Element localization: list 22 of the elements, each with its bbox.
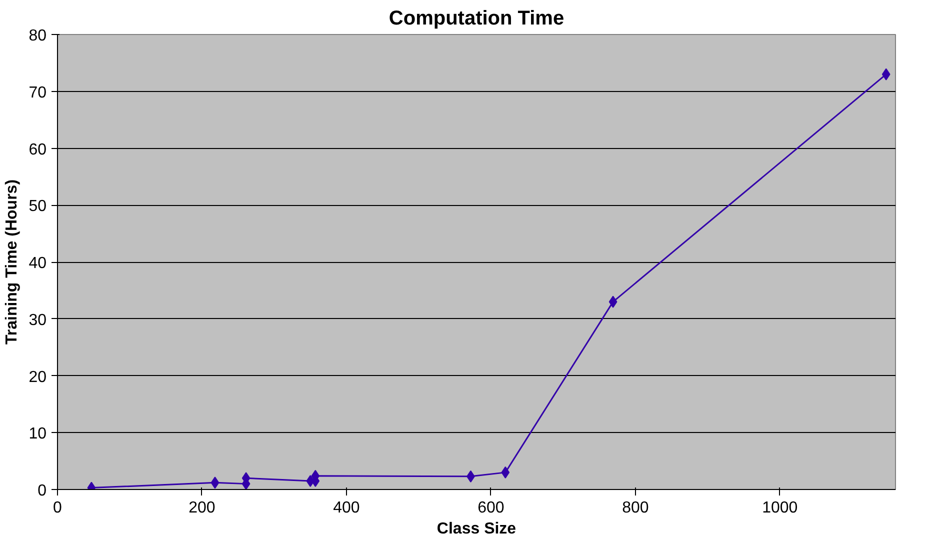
y-tick-label: 40 [28,255,47,272]
x-tick-label: 200 [188,500,216,516]
point [501,466,510,478]
x-tick-label: 400 [333,500,360,516]
x-tick-label: 1000 [762,500,798,516]
y-tick-label: 10 [28,426,47,443]
y-tick-label: 60 [28,141,47,158]
y-tick-label: 70 [28,84,47,102]
y-tick-label: 30 [28,312,47,329]
x-axis-title: Class Size [436,520,516,538]
x-tick-label: 600 [478,500,504,516]
y-axis-title: Training Time (Hours) [4,179,21,345]
point [608,296,618,308]
point [210,476,220,489]
y-tick-label: 0 [38,482,47,500]
x-tick-label: 0 [53,500,62,516]
chart-title: Computation Time [388,8,564,30]
point [882,68,890,80]
x-tick-label: 800 [622,500,649,516]
y-tick-label: 80 [28,28,47,44]
y-tick-label: 20 [28,368,47,386]
y-tick-label: 50 [28,198,47,216]
